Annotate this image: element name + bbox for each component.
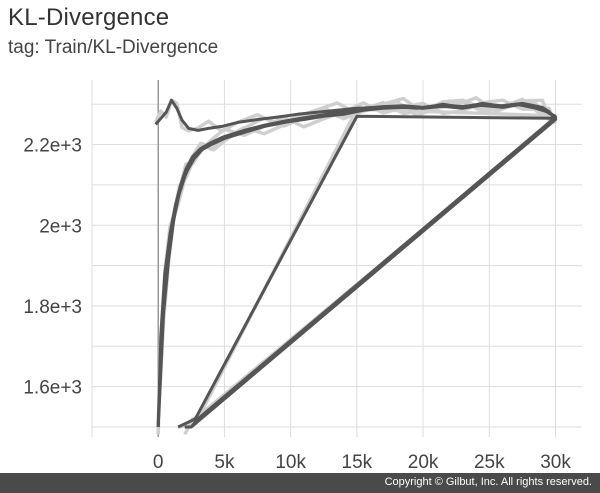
chart-subtitle: tag: Train/KL-Divergence [8,37,219,58]
y-tick-label: 2.2e+3 [23,136,82,157]
x-tick-label: 10k [275,452,306,473]
kl-divergence-chart: 0 5k 10k 15k 20k 25k 30k 1.6e+3 1.8e+3 2e+3 2.2e+… [23,80,582,473]
chart-title: KL-Divergence [8,4,170,31]
y-tick-label: 1.6e+3 [23,378,82,399]
x-tick-labels: 0 5k 10k 15k 20k 25k 30k [153,452,571,473]
x-tick-label: 5k [214,452,235,473]
y-tick-labels: 1.6e+3 1.8e+3 2e+3 2.2e+3 [23,136,82,399]
y-tick-label: 1.8e+3 [23,297,82,318]
footer-bar: Copyright © Gilbut, Inc. All rights rese… [0,473,600,493]
x-tick-label: 20k [408,452,439,473]
x-tick-label: 25k [474,452,505,473]
x-tick-label: 30k [540,452,571,473]
x-tick-label: 15k [342,452,373,473]
copyright-text: Copyright © Gilbut, Inc. All rights rese… [384,476,592,488]
x-tick-label: 0 [153,452,164,473]
series-line [156,101,557,429]
y-tick-label: 2e+3 [39,216,82,237]
grid-lines [91,80,582,437]
smoothed-series-group [154,98,557,429]
series-line [154,98,557,428]
